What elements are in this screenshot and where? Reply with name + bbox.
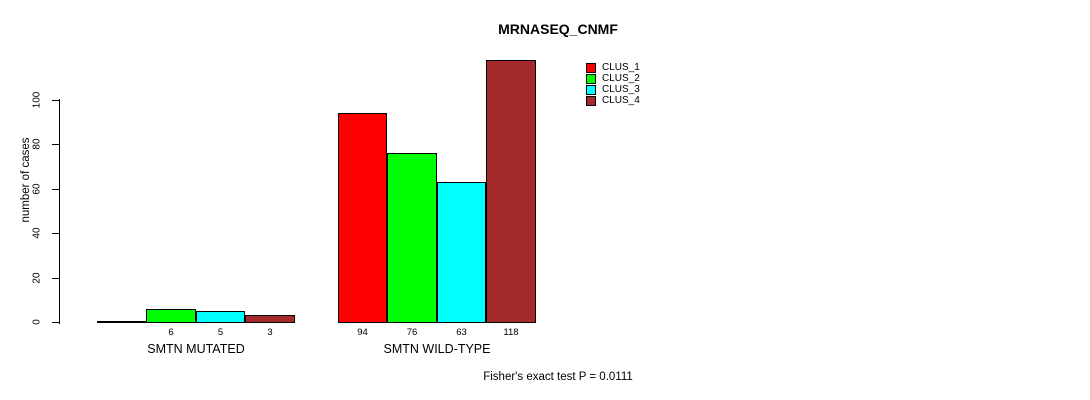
legend-swatch-clus_2 [586,74,596,84]
bar-clus_3-2 [437,182,486,323]
legend-label: CLUS_3 [602,84,640,95]
bar-value-label: 118 [503,327,519,338]
bar-clus_1-2 [338,113,387,323]
legend-swatch-clus_4 [586,96,596,106]
legend-row: CLUS_4 [586,96,640,106]
bar-clus_2-1 [146,309,196,323]
y-tick-label: 40 [31,227,43,239]
bar-value-label: 5 [217,327,224,338]
legend-swatch-clus_3 [586,85,596,95]
bar-value-label: 94 [357,327,368,338]
y-tick-label: 80 [31,138,43,150]
annotation-text: Fisher's exact test P = 0.0111 [483,371,633,383]
y-tick-mark [52,144,60,145]
y-axis-label: number of cases [20,137,32,223]
bar-value-label: 76 [406,327,418,338]
y-tick-mark [52,189,60,190]
y-tick-label: 0 [31,319,43,325]
bar-value-label: 6 [168,327,174,338]
legend-label: CLUS_2 [602,73,640,84]
y-tick-mark [52,100,60,101]
group-label-2: SMTN WILD-TYPE [383,342,491,356]
legend-row: CLUS_1 [586,63,640,73]
legend-label: CLUS_4 [602,95,640,106]
y-tick-label: 20 [31,272,43,284]
y-tick-label: 100 [31,91,43,109]
legend: CLUS_1 CLUS_2 CLUS_3 CLUS_4 [586,63,640,106]
bar-clus_4-1 [245,315,295,323]
legend-row: CLUS_2 [586,74,640,84]
bar-value-label: 63 [456,327,467,338]
bar-clus_1-1 [97,321,146,323]
chart-title: MRNASEQ_CNMF [498,21,618,37]
legend-row: CLUS_3 [586,85,640,95]
y-tick-label: 60 [31,183,43,195]
y-axis-line [59,99,60,324]
group-label-1: SMTN MUTATED [147,342,245,356]
bar-value-label: 3 [267,327,273,338]
bar-clus_2-2 [387,153,437,323]
legend-swatch-clus_1 [586,63,596,73]
y-tick-mark [52,233,60,234]
y-tick-mark [52,278,60,279]
bar-clus_4-2 [486,60,536,323]
bar-clus_3-1 [196,311,245,323]
y-tick-mark [52,322,60,323]
legend-label: CLUS_1 [602,62,640,73]
